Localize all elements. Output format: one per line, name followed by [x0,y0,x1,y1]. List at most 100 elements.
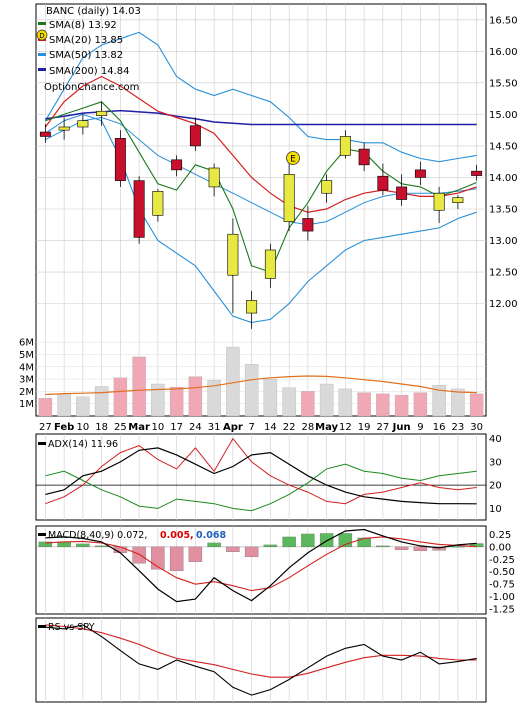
macd-histogram-bar [244,546,259,557]
macd-histogram-bar [169,546,184,571]
x-tick-label: 23 [452,422,465,433]
candle-body [283,174,295,222]
adx-line [45,447,477,505]
x-tick-label: May [315,422,338,433]
macd-histogram-bar [282,536,296,548]
candle-body [321,180,333,194]
x-tick-label: 19 [358,422,371,433]
x-tick-label: 22 [283,422,296,433]
candle-body [114,138,126,181]
x-tick-label: 25 [114,422,127,433]
macd-histogram-bar [301,533,315,548]
minus-di-line [45,437,477,505]
rs-average-line [45,624,477,678]
macd-histogram-bar [132,546,146,564]
candle-body [246,300,258,314]
rs-panel-frame [35,617,487,703]
rs-lines [45,624,477,696]
svg-text:D: D [39,32,44,40]
macd-histogram-bar [76,543,90,548]
candle-body [414,169,426,178]
candle-body [96,110,108,116]
macd-histogram-bar [94,545,109,548]
price-tick-label: 16.50 [489,15,518,26]
macd-histogram-bar [226,546,240,553]
rs-label: RS vs SPY [48,622,95,633]
sma8-line [45,101,477,273]
price-tick-label: 14.50 [489,141,518,152]
macd-tick-label: 0.00 [489,542,511,553]
candle-body [39,131,51,137]
macd-histogram-bar [151,546,165,570]
volume-tick-label: 2M [19,387,34,398]
macd-histogram-bar [451,546,465,548]
x-tick-label: Apr [223,422,243,433]
macd-histogram-bar [394,546,409,551]
x-tick-label: 27 [39,422,52,433]
price-legend: BANC (daily) 14.03 SMA(8) 13.92 SMA(20) … [36,6,141,93]
x-tick-label: 10 [152,422,165,433]
candle-body [433,192,445,211]
bollinger-upper-line [44,31,477,163]
volume-bar [207,380,221,417]
x-tick-label: Feb [54,422,74,433]
dividend-marker-icon: D [36,29,48,41]
volume-tick-label: 4M [19,362,34,373]
candle-body [189,125,201,147]
earnings-marker-icon: E [286,151,300,165]
volume-bar [394,394,409,417]
macd-label: MACD(8,40,9) 0.072, [48,530,147,541]
price-candles [39,101,483,329]
volume-bar [57,393,71,417]
price-tick-label: 15.00 [489,110,518,121]
macd-histogram-bar [432,546,446,551]
price-tick-label: 13.00 [489,236,518,247]
macd-histogram-bar [469,543,484,548]
macd-signal-line [45,536,477,592]
adx-tick-label: 10 [489,504,502,515]
volume-tick-label: 6M [19,338,34,349]
x-tick-label: 7 [248,422,254,433]
volume-bar [38,398,53,417]
x-tick-label: 14 [264,422,277,433]
price-tick-label: 15.50 [489,78,518,89]
sma50-legend-swatch [38,53,46,56]
sma8-legend-swatch [38,22,46,25]
sma50-legend-label: SMA(50) 13.82 [49,50,123,61]
macd-tick-label: -0.50 [489,567,515,578]
volume-bar [282,387,296,417]
volume-bar [113,377,128,417]
volume-tick-label: 5M [19,350,34,361]
macd-histogram-bar [207,542,221,548]
x-tick-label: 17 [170,422,183,433]
grid-lines [36,4,486,702]
volume-average-line [45,375,477,396]
watermark: OptionChance.com [44,82,139,93]
x-tick-label: Jun [392,422,411,433]
macd-signal-label: 0.005, [160,530,194,541]
macd-legend: MACD(8,40,9) 0.072, 0.005, 0.068 [38,530,226,541]
macd-histogram-bar [319,533,334,548]
adx-panel-frame [35,433,487,521]
candle-body [208,167,220,188]
macd-histogram-bar [376,545,390,548]
adx-tick-label: 30 [489,457,502,468]
candle-body [471,170,483,176]
adx-lines [36,437,486,512]
x-tick-label: 30 [470,422,483,433]
macd-tick-label: -1.25 [489,605,515,616]
sma20-legend-label: SMA(20) 13.85 [49,35,123,46]
x-tick-label: 31 [208,422,221,433]
adx-label: ADX(14) 11.96 [48,439,118,450]
adx-tick-label: 20 [489,481,502,492]
x-tick-label: 12 [339,422,352,433]
sma8-legend-label: SMA(8) 13.92 [49,20,117,31]
price-tick-label: 14.00 [489,173,518,184]
price-tick-label: 13.50 [489,205,518,216]
macd-line [45,528,477,603]
volume-bar [263,378,278,417]
price-tick-label: 16.00 [489,47,518,58]
plus-di-line [45,463,477,512]
